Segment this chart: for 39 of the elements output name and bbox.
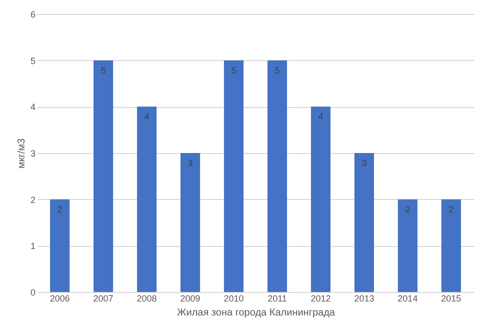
y-tick-label: 1 <box>30 241 36 252</box>
x-tick-label: 2009 <box>180 294 200 304</box>
y-tick-label: 5 <box>30 56 36 66</box>
data-label: 3 <box>362 158 367 168</box>
x-tick-label: 2008 <box>136 294 157 304</box>
bar <box>50 199 70 292</box>
data-label: 4 <box>318 112 324 122</box>
x-axis-title: Жилая зона города Калининграда <box>177 308 336 318</box>
x-tick-label: 2011 <box>268 294 287 304</box>
data-label: 5 <box>274 65 280 76</box>
y-tick-label: 6 <box>30 10 36 20</box>
bar <box>354 153 374 292</box>
x-tick-label: 2013 <box>354 294 374 304</box>
x-tick-label: 2014 <box>398 294 418 304</box>
bar <box>441 199 461 292</box>
data-label: 2 <box>448 204 454 214</box>
bar <box>267 60 288 292</box>
bar <box>94 60 114 292</box>
bar <box>180 153 200 292</box>
y-tick-label: 0 <box>30 288 36 298</box>
x-tick-label: 2007 <box>93 294 114 304</box>
x-tick-label: 2012 <box>310 294 331 304</box>
bar <box>137 106 157 292</box>
data-label: 5 <box>231 65 236 76</box>
bar <box>398 199 418 292</box>
y-tick-label: 3 <box>30 148 36 158</box>
data-label: 4 <box>144 112 150 122</box>
bar <box>224 60 244 292</box>
data-label: 2 <box>57 204 62 214</box>
data-label: 2 <box>405 204 410 214</box>
bar <box>310 106 331 292</box>
y-axis-title: мкг/м3 <box>16 138 28 169</box>
x-tick-label: 2006 <box>50 294 70 304</box>
y-tick-label: 4 <box>30 102 36 112</box>
data-label: 5 <box>100 65 106 76</box>
data-label: 3 <box>188 158 193 168</box>
y-tick-label: 2 <box>30 194 36 205</box>
x-tick-label: 2015 <box>441 294 462 304</box>
x-tick-label: 2010 <box>224 294 244 304</box>
